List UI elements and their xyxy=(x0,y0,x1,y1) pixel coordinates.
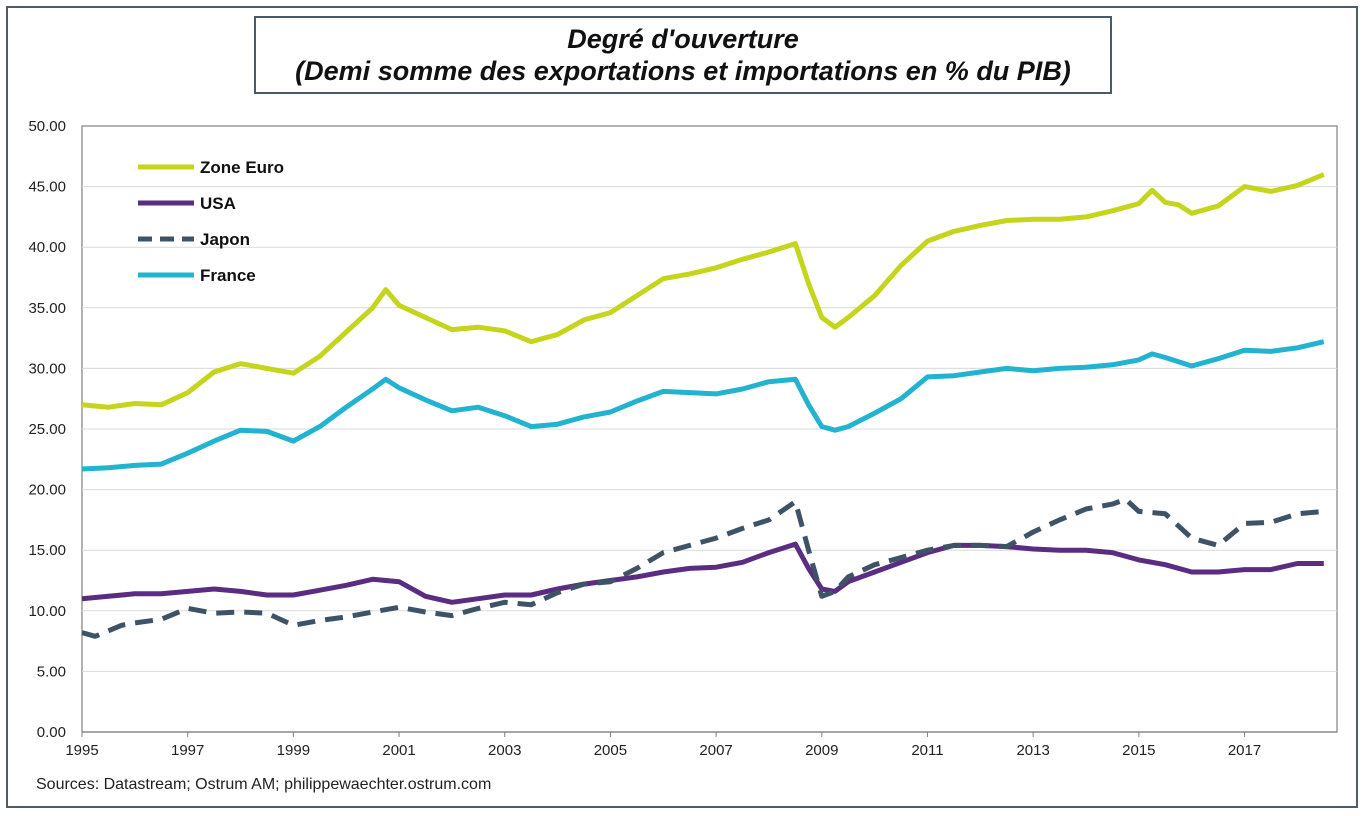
x-tick-label: 2015 xyxy=(1122,742,1155,759)
x-tick-label: 1997 xyxy=(171,742,204,759)
y-tick-label: 45.00 xyxy=(28,179,66,196)
grid-lines xyxy=(81,125,1338,733)
y-tick-label: 25.00 xyxy=(28,421,66,438)
axes: 0.00 5.00 10.00 15.00 20.00 25.00 30.00 35.00 40… xyxy=(28,118,1337,759)
source-note: Sources: Datastream; Ostrum AM; philippe… xyxy=(36,776,492,793)
series-line-zone-euro xyxy=(81,172,1325,410)
legend: Zone Euro USA Japon France xyxy=(138,158,284,285)
x-tick-label: 2001 xyxy=(382,742,415,759)
chart-title: Degré d'ouverture xyxy=(567,24,799,54)
series-line-france xyxy=(81,339,1325,472)
x-tick-label: 2013 xyxy=(1016,742,1049,759)
legend-label-usa: USA xyxy=(200,194,236,213)
series-lines xyxy=(81,172,1325,639)
y-tick-label: 40.00 xyxy=(28,239,66,256)
legend-label-japon: Japon xyxy=(200,230,250,249)
x-tick-label: 2005 xyxy=(594,742,627,759)
y-tick-label: 50.00 xyxy=(28,118,66,135)
y-tick-label: 30.00 xyxy=(28,360,66,377)
x-tick-label: 2003 xyxy=(488,742,521,759)
legend-label-france: France xyxy=(200,266,256,285)
y-tick-label: 10.00 xyxy=(28,603,66,620)
x-tick-label: 2007 xyxy=(699,742,732,759)
x-tick-label: 2017 xyxy=(1228,742,1261,759)
chart-frame xyxy=(6,6,1358,808)
legend-label-zone-euro: Zone Euro xyxy=(200,158,284,177)
series-line-usa xyxy=(81,541,1324,605)
x-tick-label: 1995 xyxy=(65,742,98,759)
y-tick-label: 5.00 xyxy=(37,663,66,680)
y-tick-label: 15.00 xyxy=(28,542,66,559)
x-tick-label: 2009 xyxy=(805,742,838,759)
y-tick-label: 0.00 xyxy=(37,724,66,741)
series-line-japon xyxy=(81,496,1325,639)
chart-title-box: Degré d'ouverture (Demi somme des export… xyxy=(254,16,1112,94)
x-tick-label: 2011 xyxy=(911,742,943,759)
y-tick-label: 35.00 xyxy=(28,300,66,317)
chart-subtitle: (Demi somme des exportations et importat… xyxy=(295,56,1071,86)
x-tick-label: 1999 xyxy=(277,742,310,759)
y-tick-label: 20.00 xyxy=(28,482,66,499)
